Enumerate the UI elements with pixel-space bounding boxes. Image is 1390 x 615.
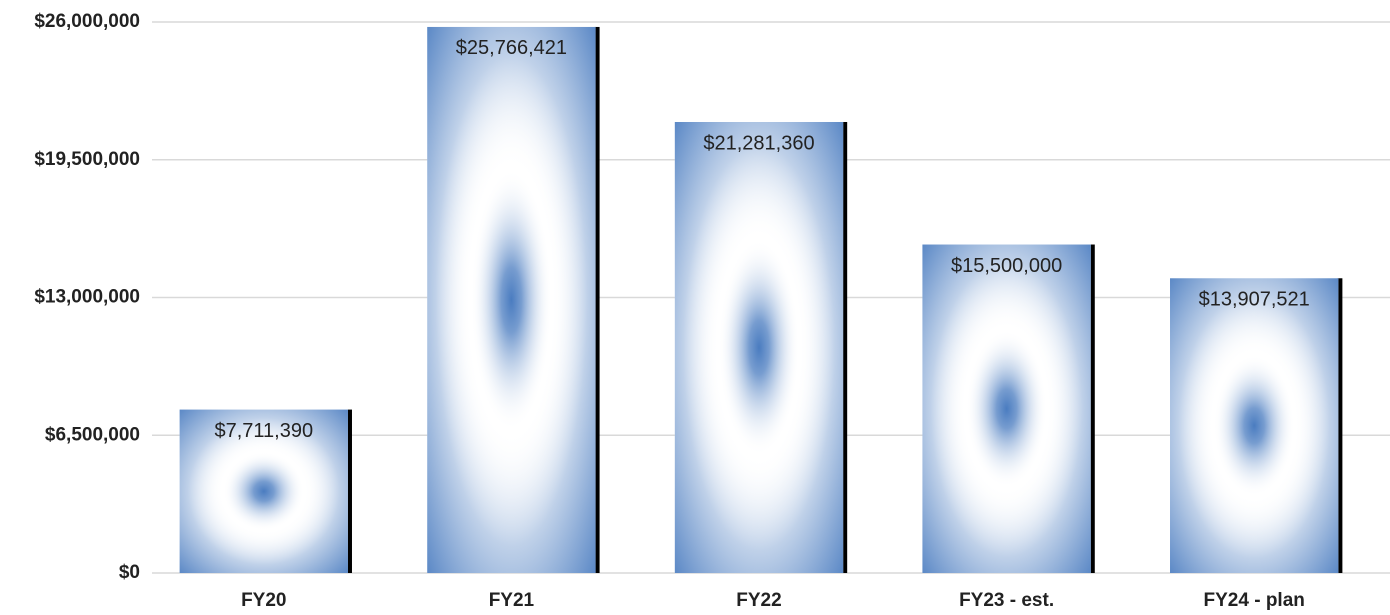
x-tick-label: FY20 (241, 590, 286, 611)
bar-shadow (1337, 278, 1343, 573)
x-tick-label: FY21 (489, 590, 535, 611)
bar-shading (1170, 278, 1339, 573)
y-tick-label: $6,500,000 (45, 424, 140, 445)
x-tick-label: FY24 - plan (1204, 590, 1305, 611)
bar-shadow (346, 409, 352, 573)
bar-shadow (842, 121, 848, 573)
value-label: $21,281,360 (703, 132, 814, 154)
y-tick-label: $13,000,000 (34, 287, 140, 308)
y-tick-label: $19,500,000 (34, 149, 140, 170)
y-tick-label: $0 (119, 562, 140, 583)
bar-shading (179, 409, 348, 573)
value-label: $25,766,421 (456, 37, 567, 59)
value-label: $15,500,000 (951, 255, 1062, 277)
bar-shadow (594, 26, 600, 574)
y-tick-label: $26,000,000 (34, 11, 140, 32)
bar-shading (674, 121, 844, 573)
x-tick-label: FY23 - est. (959, 590, 1054, 611)
x-tick-label: FY22 (736, 590, 781, 611)
bar-shadow (1089, 244, 1095, 573)
value-label: $13,907,521 (1199, 289, 1310, 311)
bar-shading (427, 26, 596, 574)
value-label: $7,711,390 (214, 420, 313, 442)
bar-shading (922, 244, 1091, 573)
